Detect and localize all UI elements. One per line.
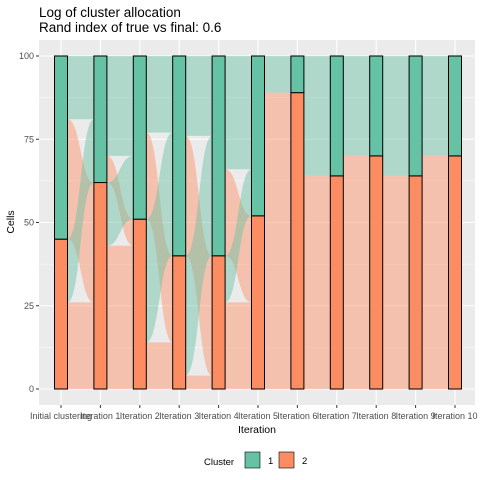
- y-tick-label: 50: [24, 218, 34, 228]
- flow-band: [67, 302, 94, 389]
- flow-band: [225, 169, 252, 303]
- flow-band: [225, 169, 252, 303]
- bar-cluster-1: [448, 55, 462, 157]
- x-tick-label: Iteration 4: [199, 411, 239, 421]
- x-axis-title: Iteration: [238, 424, 276, 436]
- bar-cluster-2: [54, 238, 68, 390]
- y-axis-title: Cells: [5, 210, 17, 233]
- flow-band: [343, 155, 370, 176]
- bar-cluster-1: [132, 55, 147, 220]
- flow-band: [225, 56, 252, 170]
- flows: [67, 56, 449, 389]
- bar-cluster-1: [93, 55, 108, 184]
- bar-cluster-1: [251, 55, 265, 217]
- bar-cluster-1: [369, 55, 384, 157]
- flow-band: [343, 56, 370, 156]
- flow-band: [185, 135, 213, 376]
- y-tick-label: 0: [29, 384, 34, 394]
- bar-cluster-2: [172, 255, 187, 390]
- x-tick-label: Iteration 2: [120, 411, 160, 421]
- bar-cluster-2: [251, 215, 265, 390]
- flow-band: [106, 56, 134, 156]
- flow-band: [225, 302, 252, 389]
- bar-cluster-2: [369, 155, 384, 390]
- flow-band: [382, 56, 410, 156]
- flow-band: [422, 175, 449, 389]
- bar-cluster-1: [408, 55, 423, 177]
- bar-cluster-2: [132, 218, 147, 390]
- bar-cluster-1: [329, 55, 344, 177]
- flow-band: [146, 132, 173, 343]
- x-tick-label: Iteration 1: [80, 411, 120, 421]
- flow-band: [146, 342, 173, 389]
- x-tick-label: Iteration 7: [317, 411, 357, 421]
- legend-title: Cluster: [204, 457, 234, 468]
- bar-cluster-2: [329, 175, 344, 390]
- flow-band: [303, 56, 331, 93]
- legend-key-2: [278, 451, 295, 469]
- x-tick-label: Iteration 10: [432, 411, 477, 421]
- flow-band: [185, 135, 213, 376]
- flow-band: [264, 215, 291, 389]
- x-tick-label: Iteration 6: [277, 411, 317, 421]
- bar-cluster-2: [211, 255, 226, 390]
- flow-band: [422, 155, 449, 176]
- legend-label-1: 1: [268, 456, 273, 467]
- chart-subtitle: Rand index of true vs final: 0.6: [39, 20, 221, 35]
- flow-band: [106, 155, 134, 246]
- bar-cluster-2: [448, 155, 462, 390]
- bar-cluster-1: [54, 55, 68, 240]
- y-axis: 0 25 50 75 100: [19, 51, 39, 394]
- bar-cluster-2: [93, 182, 108, 390]
- x-tick-label: Iteration 9: [396, 411, 436, 421]
- x-tick-label: Iteration 3: [159, 411, 199, 421]
- flow-band: [303, 175, 331, 389]
- flow-band: [422, 56, 449, 156]
- x-tick-label: Iteration 5: [238, 411, 278, 421]
- flow-band: [67, 119, 94, 303]
- bar-cluster-2: [408, 175, 423, 390]
- x-tick-label: Initial clustering: [30, 411, 92, 421]
- flow-band: [185, 375, 213, 389]
- flow-band: [67, 56, 94, 120]
- flow-band: [146, 56, 173, 133]
- flow-band: [303, 92, 331, 176]
- legend-key-1: [244, 451, 261, 469]
- bar-cluster-1: [290, 55, 305, 94]
- y-tick-label: 25: [24, 301, 34, 311]
- flow-band: [185, 56, 213, 136]
- x-tick-label: Iteration 8: [356, 411, 396, 421]
- flow-band: [264, 92, 291, 216]
- flow-band: [264, 56, 291, 93]
- bar-cluster-1: [211, 55, 226, 257]
- bars: [54, 55, 462, 390]
- flow-band: [382, 175, 410, 389]
- legend-label-2: 2: [302, 456, 307, 467]
- flow-band: [106, 245, 134, 389]
- flow-band: [343, 175, 370, 389]
- legend: Cluster 1 2: [204, 451, 307, 469]
- bar-cluster-1: [172, 55, 187, 257]
- y-tick-label: 100: [19, 51, 34, 61]
- bar-cluster-2: [290, 92, 305, 390]
- flow-band: [67, 119, 94, 303]
- y-tick-label: 75: [24, 134, 34, 144]
- chart-title: Log of cluster allocation: [39, 5, 181, 20]
- flow-band: [146, 132, 173, 343]
- flow-band: [382, 155, 410, 176]
- flow-band: [106, 155, 134, 246]
